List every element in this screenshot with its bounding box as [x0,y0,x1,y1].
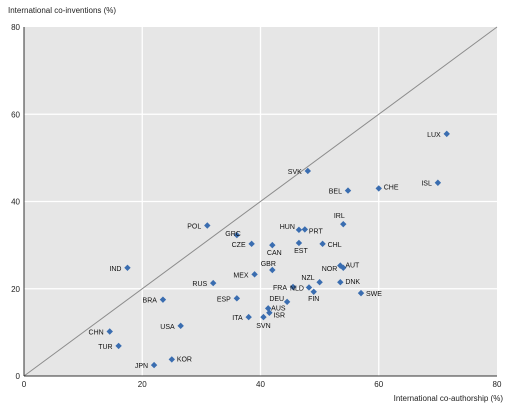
y-tick-label: 80 [11,23,20,32]
point-label-svk: SVK [288,169,302,176]
point-label-can: CAN [267,250,282,257]
point-label-usa: USA [160,324,175,331]
data-point-svk [304,167,311,175]
y-axis-title: International co-inventions (%) [8,6,116,15]
point-label-bra: BRA [143,298,158,305]
point-label-jpn: JPN [135,363,148,370]
data-point-svn [260,313,267,321]
point-label-isl: ISL [421,181,432,188]
data-point-grc [233,231,241,239]
axis-layer: 0 20 40 60 80 0 20 40 60 80 [11,23,502,389]
data-point-che [375,185,382,192]
data-point-chn [106,328,113,335]
x-tick-label: 60 [374,380,383,389]
data-point-mex [251,271,258,278]
data-point-can [269,241,276,249]
x-tick-label: 0 [22,380,27,389]
point-label-kor: KOR [177,356,192,363]
point-label-nld: NLD [290,285,304,292]
data-point-kor [168,356,176,363]
point-label-che: CHE [384,184,399,191]
point-label-fin: FIN [308,296,319,303]
data-point-deu [283,298,291,306]
data-point-ita [245,313,252,321]
point-label-irl: IRL [334,213,345,220]
point-label-bel: BEL [329,189,342,196]
data-point-hun [295,226,303,234]
data-point-gbr [269,266,276,274]
diagonal-reference-line [23,26,498,377]
point-labels-layer: LUX ISL SVK CHE BEL IRL POL HUN PRT GRC CZE CAN EST C… [89,132,442,370]
data-point-swe [357,289,365,297]
data-point-rus [210,279,217,287]
point-label-cze: CZE [232,242,246,249]
point-label-svn: SVN [256,323,270,330]
data-point-usa [177,322,184,330]
data-point-dnk [337,279,344,286]
data-point-esp [233,295,241,302]
data-point-est [295,239,303,247]
point-label-gbr: GBR [261,261,276,268]
point-label-grc: GRC [225,231,241,238]
point-label-fra: FRA [273,285,287,292]
data-point-ind [124,264,131,272]
data-point-fin [310,288,317,296]
y-tick-label: 0 [16,372,21,381]
point-label-lux: LUX [427,132,441,139]
point-label-esp: ESP [217,296,231,303]
point-label-prt: PRT [309,228,324,235]
x-tick-label: 40 [256,380,265,389]
point-label-chl: CHL [328,242,342,249]
y-tick-label: 60 [11,110,20,119]
point-label-mex: MEX [233,272,249,279]
data-point-tur [115,342,122,350]
point-label-ind: IND [109,266,121,273]
data-point-isl [434,179,442,186]
data-point-irl [340,220,347,228]
point-label-isr: ISR [273,313,285,320]
point-label-tur: TUR [98,344,112,351]
data-point-lux [443,130,450,138]
data-point-cze [248,240,255,248]
point-label-nor: NOR [322,266,338,273]
data-point-jpn [150,361,158,369]
y-tick-label: 40 [11,198,20,207]
data-point-bra [159,296,167,303]
point-label-hun: HUN [280,224,295,231]
x-tick-label: 80 [493,380,502,389]
point-label-dnk: DNK [345,279,360,286]
data-point-nld [305,284,313,291]
point-label-pol: POL [187,223,201,230]
point-label-aus: AUS [271,305,286,312]
y-tick-label: 20 [11,285,20,294]
point-label-swe: SWE [366,291,382,298]
point-label-aut: AUT [345,263,360,270]
point-label-ita: ITA [232,315,243,322]
point-label-chn: CHN [89,330,104,337]
x-tick-label: 20 [138,380,147,389]
data-point-chl [319,240,326,248]
point-label-rus: RUS [192,281,207,288]
data-point-fra [289,283,297,291]
data-point-prt [301,226,309,233]
points-layer [106,130,450,369]
data-point-aus [264,305,272,312]
x-axis-title: International co-authorship (%) [394,394,504,403]
point-label-est: EST [294,248,308,255]
point-label-nzl: NZL [301,275,314,282]
data-point-nzl [316,279,323,286]
data-point-pol [204,222,211,229]
data-point-nor [340,264,347,272]
data-point-bel [344,187,352,194]
point-label-deu: DEU [269,296,284,303]
